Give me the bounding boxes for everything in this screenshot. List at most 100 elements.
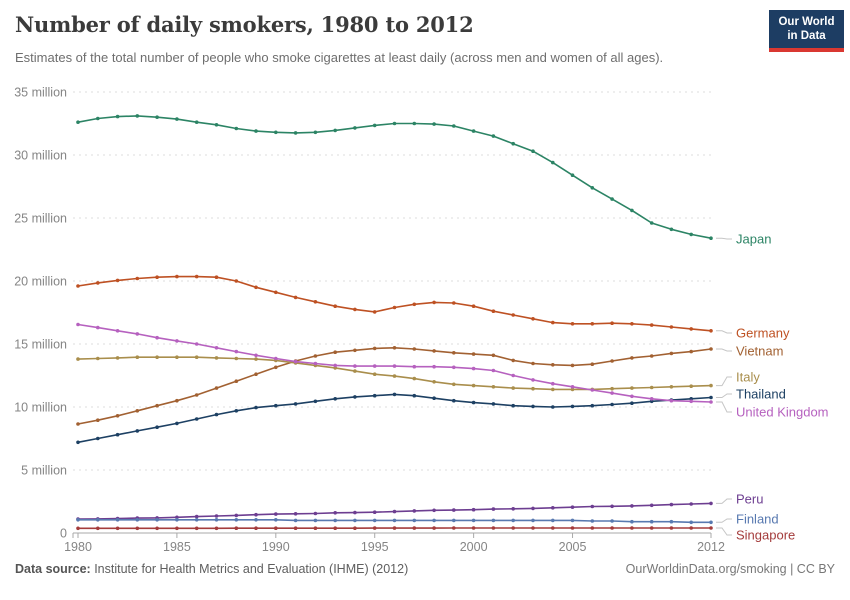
data-point-finland-2002[interactable]	[511, 518, 515, 523]
data-point-peru-2002[interactable]	[511, 507, 515, 511]
data-point-thailand-2001[interactable]	[491, 402, 496, 406]
data-point-germany-2006[interactable]	[590, 322, 595, 326]
data-point-germany-1999[interactable]	[452, 301, 456, 305]
owid-logo[interactable]: Our World in Data	[769, 10, 844, 52]
data-point-finland-2006[interactable]	[590, 519, 595, 523]
data-point-germany-2003[interactable]	[531, 317, 535, 321]
data-point-thailand-1985[interactable]	[175, 421, 179, 426]
data-point-peru-1999[interactable]	[452, 508, 456, 512]
data-point-italy-1995[interactable]	[372, 372, 377, 377]
data-point-germany-1995[interactable]	[372, 310, 377, 314]
data-point-united-kingdom-1981[interactable]	[96, 325, 100, 330]
data-point-germany-1989[interactable]	[254, 285, 258, 290]
data-point-united-kingdom-1995[interactable]	[372, 364, 377, 368]
data-point-thailand-2000[interactable]	[471, 400, 476, 405]
data-point-italy-2011[interactable]	[689, 384, 693, 389]
data-point-vietnam-1985[interactable]	[175, 398, 179, 403]
data-point-vietnam-2005[interactable]	[570, 363, 575, 368]
series-finland[interactable]: Finland	[76, 512, 779, 527]
data-point-germany-1980[interactable]	[76, 284, 80, 288]
series-line-united-kingdom[interactable]	[77, 323, 712, 403]
data-point-singapore-2008[interactable]	[630, 526, 634, 530]
data-point-finland-2003[interactable]	[531, 518, 535, 523]
data-point-thailand-1982[interactable]	[115, 432, 120, 437]
data-point-japan-2004[interactable]	[551, 160, 555, 165]
data-point-italy-1981[interactable]	[96, 356, 100, 361]
data-point-finland-1991[interactable]	[293, 518, 298, 523]
data-point-united-kingdom-2004[interactable]	[551, 381, 555, 386]
data-point-japan-2012[interactable]	[709, 236, 713, 240]
data-point-germany-1998[interactable]	[432, 300, 436, 305]
data-point-united-kingdom-2006[interactable]	[590, 388, 595, 392]
data-point-japan-2000[interactable]	[471, 129, 476, 133]
data-point-vietnam-2002[interactable]	[511, 358, 515, 363]
data-point-japan-1985[interactable]	[175, 117, 179, 121]
data-point-vietnam-2008[interactable]	[630, 356, 634, 360]
data-point-vietnam-1999[interactable]	[452, 351, 456, 355]
data-point-peru-1989[interactable]	[254, 512, 258, 517]
data-point-thailand-1997[interactable]	[412, 393, 417, 398]
data-point-thailand-1990[interactable]	[274, 403, 278, 408]
data-point-germany-1991[interactable]	[293, 295, 298, 300]
data-point-germany-1993[interactable]	[333, 304, 338, 309]
data-point-italy-1988[interactable]	[234, 356, 239, 361]
data-point-thailand-1992[interactable]	[313, 399, 318, 404]
data-point-vietnam-2009[interactable]	[649, 354, 654, 358]
data-point-japan-2011[interactable]	[689, 232, 693, 237]
data-point-thailand-2008[interactable]	[630, 401, 634, 406]
data-point-peru-2003[interactable]	[531, 506, 535, 511]
data-point-peru-1996[interactable]	[392, 509, 397, 514]
data-point-singapore-1980[interactable]	[76, 526, 80, 531]
data-point-singapore-1988[interactable]	[234, 526, 239, 530]
series-thailand[interactable]: Thailand	[76, 387, 786, 445]
series-line-germany[interactable]	[77, 275, 712, 332]
series-germany[interactable]: Germany	[76, 274, 790, 341]
data-point-singapore-1984[interactable]	[155, 526, 159, 531]
data-point-finland-1994[interactable]	[353, 518, 357, 523]
data-point-finland-1983[interactable]	[135, 518, 140, 522]
data-point-germany-2009[interactable]	[649, 323, 654, 327]
data-point-vietnam-1993[interactable]	[333, 350, 338, 355]
data-point-vietnam-1997[interactable]	[412, 347, 417, 351]
data-point-finland-1987[interactable]	[214, 518, 219, 522]
data-point-finland-2010[interactable]	[669, 519, 674, 524]
data-point-finland-2009[interactable]	[649, 519, 654, 524]
data-point-thailand-1980[interactable]	[76, 440, 80, 445]
data-point-finland-1996[interactable]	[392, 518, 397, 523]
entity-label-germany[interactable]: Germany	[736, 326, 790, 341]
data-point-italy-1985[interactable]	[175, 355, 179, 360]
data-point-united-kingdom-1996[interactable]	[392, 364, 397, 368]
data-point-united-kingdom-2012[interactable]	[709, 400, 713, 404]
data-point-finland-1980[interactable]	[76, 518, 80, 522]
data-point-finland-1982[interactable]	[115, 518, 120, 522]
data-point-finland-1984[interactable]	[155, 518, 159, 522]
data-point-united-kingdom-1992[interactable]	[313, 361, 318, 366]
data-point-singapore-1981[interactable]	[96, 526, 100, 531]
data-point-japan-1991[interactable]	[293, 131, 298, 135]
data-point-thailand-1995[interactable]	[372, 393, 377, 398]
series-line-italy[interactable]	[77, 356, 712, 391]
data-point-peru-2005[interactable]	[570, 505, 575, 510]
data-point-peru-1987[interactable]	[214, 514, 219, 518]
data-point-japan-1984[interactable]	[155, 115, 159, 119]
data-point-germany-1986[interactable]	[194, 274, 199, 279]
data-point-peru-1994[interactable]	[353, 510, 357, 515]
data-point-singapore-2010[interactable]	[669, 526, 674, 530]
data-point-united-kingdom-1988[interactable]	[234, 349, 239, 354]
data-point-thailand-2009[interactable]	[649, 399, 654, 404]
entity-label-vietnam[interactable]: Vietnam	[736, 344, 783, 359]
data-point-vietnam-2012[interactable]	[709, 347, 713, 351]
data-point-japan-1994[interactable]	[353, 126, 357, 130]
data-point-united-kingdom-2009[interactable]	[649, 397, 654, 401]
data-point-vietnam-1981[interactable]	[96, 418, 100, 423]
data-point-italy-2005[interactable]	[570, 387, 575, 392]
data-point-united-kingdom-1982[interactable]	[115, 329, 120, 333]
data-point-vietnam-1986[interactable]	[194, 393, 199, 397]
data-point-thailand-1999[interactable]	[452, 398, 456, 403]
data-point-japan-2002[interactable]	[511, 141, 515, 146]
data-point-thailand-1983[interactable]	[135, 429, 140, 433]
data-point-united-kingdom-2010[interactable]	[669, 398, 674, 403]
data-point-japan-1993[interactable]	[333, 128, 338, 133]
data-point-finland-2001[interactable]	[491, 518, 496, 523]
data-point-italy-1986[interactable]	[194, 355, 199, 360]
